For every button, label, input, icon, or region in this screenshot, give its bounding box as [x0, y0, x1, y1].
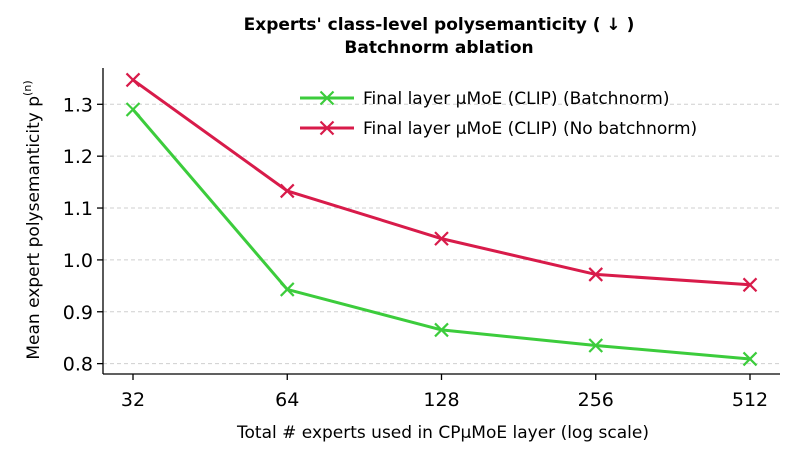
y-tick-label-4: 1.2	[63, 146, 93, 168]
series-1-point-3	[588, 267, 604, 282]
series-0-point-0	[125, 102, 141, 117]
series-0-point-3	[588, 338, 604, 353]
grid-lines	[103, 103, 780, 365]
chart-title: Experts' class-level polysemanticity ( ↓…	[244, 15, 635, 35]
series-1-point-2	[434, 231, 449, 246]
x-axis-label: Total # experts used in CPμMoE layer (lo…	[236, 423, 649, 443]
legend: Final layer μMoE (CLIP) (Batchnorm) Fina…	[300, 89, 697, 139]
x-tick-label-3: 256	[578, 389, 614, 411]
chart-subtitle: Batchnorm ablation	[344, 38, 533, 58]
series-0-point-2	[434, 322, 449, 338]
x-tick-label-4: 512	[732, 389, 768, 411]
y-tick-label-5: 1.3	[63, 94, 93, 116]
x-tick-label-0: 32	[121, 389, 145, 411]
x-tick-label-1: 64	[275, 389, 299, 411]
legend-marker-batchnorm	[319, 90, 335, 106]
legend-label-batchnorm: Final layer μMoE (CLIP) (Batchnorm)	[363, 89, 670, 109]
y-axis-label-superscript: (n)	[21, 80, 34, 96]
series-0-point-1	[279, 282, 295, 297]
y-axis-label: Mean expert polysemanticity p(n)	[21, 80, 44, 359]
y-tick-label-1: 0.9	[63, 302, 93, 324]
series-layer	[125, 72, 758, 367]
legend-label-no-batchnorm: Final layer μMoE (CLIP) (No batchnorm)	[363, 119, 697, 139]
series-0-point-4	[742, 351, 758, 367]
series-1-point-4	[742, 277, 758, 293]
y-tick-label-0: 0.8	[63, 354, 93, 376]
y-tick-label-3: 1.1	[63, 198, 93, 220]
y-tick-label-2: 1.0	[63, 250, 93, 272]
legend-x-marker-1	[319, 120, 335, 136]
x-tick-label-2: 128	[423, 389, 459, 411]
series-1-point-1	[279, 183, 295, 199]
legend-x-marker-0	[319, 90, 335, 106]
axes: 0.8 0.9 1.0 1.1 1.2 1.3 32 64 128 256 512	[63, 68, 780, 411]
legend-marker-no-batchnorm	[319, 120, 335, 136]
series-1-point-0	[125, 72, 141, 88]
series-line-1	[132, 78, 751, 287]
